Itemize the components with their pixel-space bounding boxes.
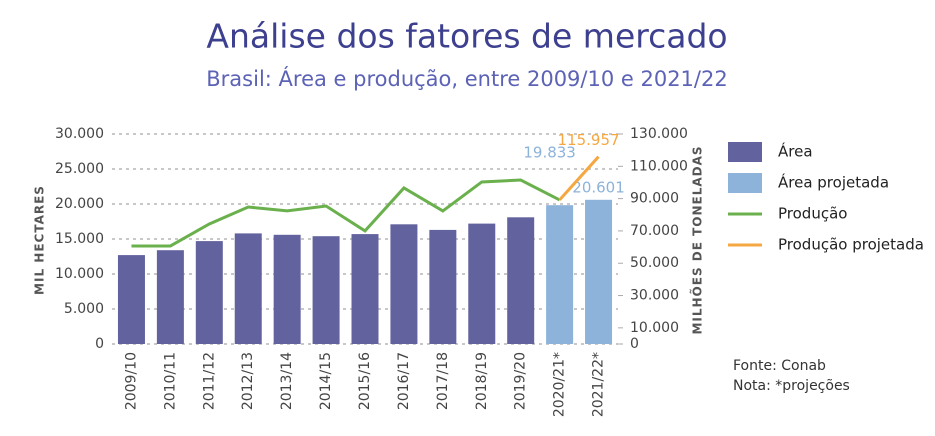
bar (546, 205, 574, 344)
x-tick-label: 2020/21* (552, 352, 568, 417)
bar (468, 223, 496, 344)
x-tick-label: 2010/11 (162, 352, 178, 410)
data-label: 115.957 (558, 131, 620, 149)
bar (585, 199, 613, 344)
bar (195, 241, 223, 344)
chart-subtitle: Brasil: Área e produção, entre 2009/10 e… (206, 66, 727, 91)
x-tick-label: 2021/22* (591, 352, 607, 417)
y2-tick-label: 30.000 (630, 288, 679, 304)
y2-tick-label: 130.000 (630, 126, 688, 142)
y-tick-label: 10.000 (55, 266, 104, 282)
y2-tick-label: 0 (630, 336, 639, 352)
x-tick-label: 2018/19 (474, 352, 490, 410)
y-tick-label: 30.000 (55, 126, 104, 142)
legend-swatch (728, 142, 762, 162)
x-tick-label: 2019/20 (513, 352, 529, 410)
line (558, 155, 600, 201)
line (131, 178, 561, 248)
y-tick-label: 5.000 (64, 301, 104, 317)
x-tick-label: 2014/15 (318, 352, 334, 410)
y-axis-title: MIL HECTARES (33, 185, 47, 295)
bar (390, 224, 418, 344)
y-tick-label: 15.000 (55, 231, 104, 247)
source-note: Fonte: Conab (733, 358, 826, 374)
bar (429, 229, 457, 344)
y2-tick-label: 110.000 (630, 158, 688, 174)
y2-tick-label: 10.000 (630, 320, 679, 336)
y2-tick-label: 50.000 (630, 255, 679, 271)
x-tick-label: 2016/17 (396, 352, 412, 410)
y-tick-label: 20.000 (55, 196, 104, 212)
chart-title: Análise dos fatores de mercado (206, 17, 727, 56)
data-label: 19.833 (523, 144, 576, 162)
legend-label: Produção (778, 205, 847, 223)
bar (234, 233, 262, 344)
y-tick-label: 25.000 (55, 161, 104, 177)
x-tick-label: 2015/16 (357, 352, 373, 410)
x-tick-label: 2013/14 (279, 352, 295, 410)
bar (351, 234, 379, 344)
bar (117, 255, 145, 344)
footnote: Nota: *projeções (733, 378, 850, 394)
legend-label: Área (778, 142, 813, 161)
legend-label: Área projetada (778, 173, 889, 192)
bar (507, 217, 535, 344)
y-tick-label: 0 (95, 336, 104, 352)
bar (273, 234, 301, 344)
bar (156, 250, 184, 344)
x-tick-label: 2017/18 (435, 352, 451, 410)
x-tick-label: 2009/10 (123, 352, 139, 410)
x-tick-label: 2012/13 (240, 352, 256, 410)
data-label: 20.601 (572, 178, 625, 196)
legend-label: Produção projetada (778, 236, 924, 254)
bar (312, 236, 340, 344)
legend-swatch (728, 173, 762, 193)
y2-tick-label: 90.000 (630, 191, 679, 207)
y2-tick-label: 70.000 (630, 223, 679, 239)
y2-axis-title: MILHÕES DE TONELADAS (690, 145, 705, 334)
x-tick-label: 2011/12 (201, 352, 217, 410)
